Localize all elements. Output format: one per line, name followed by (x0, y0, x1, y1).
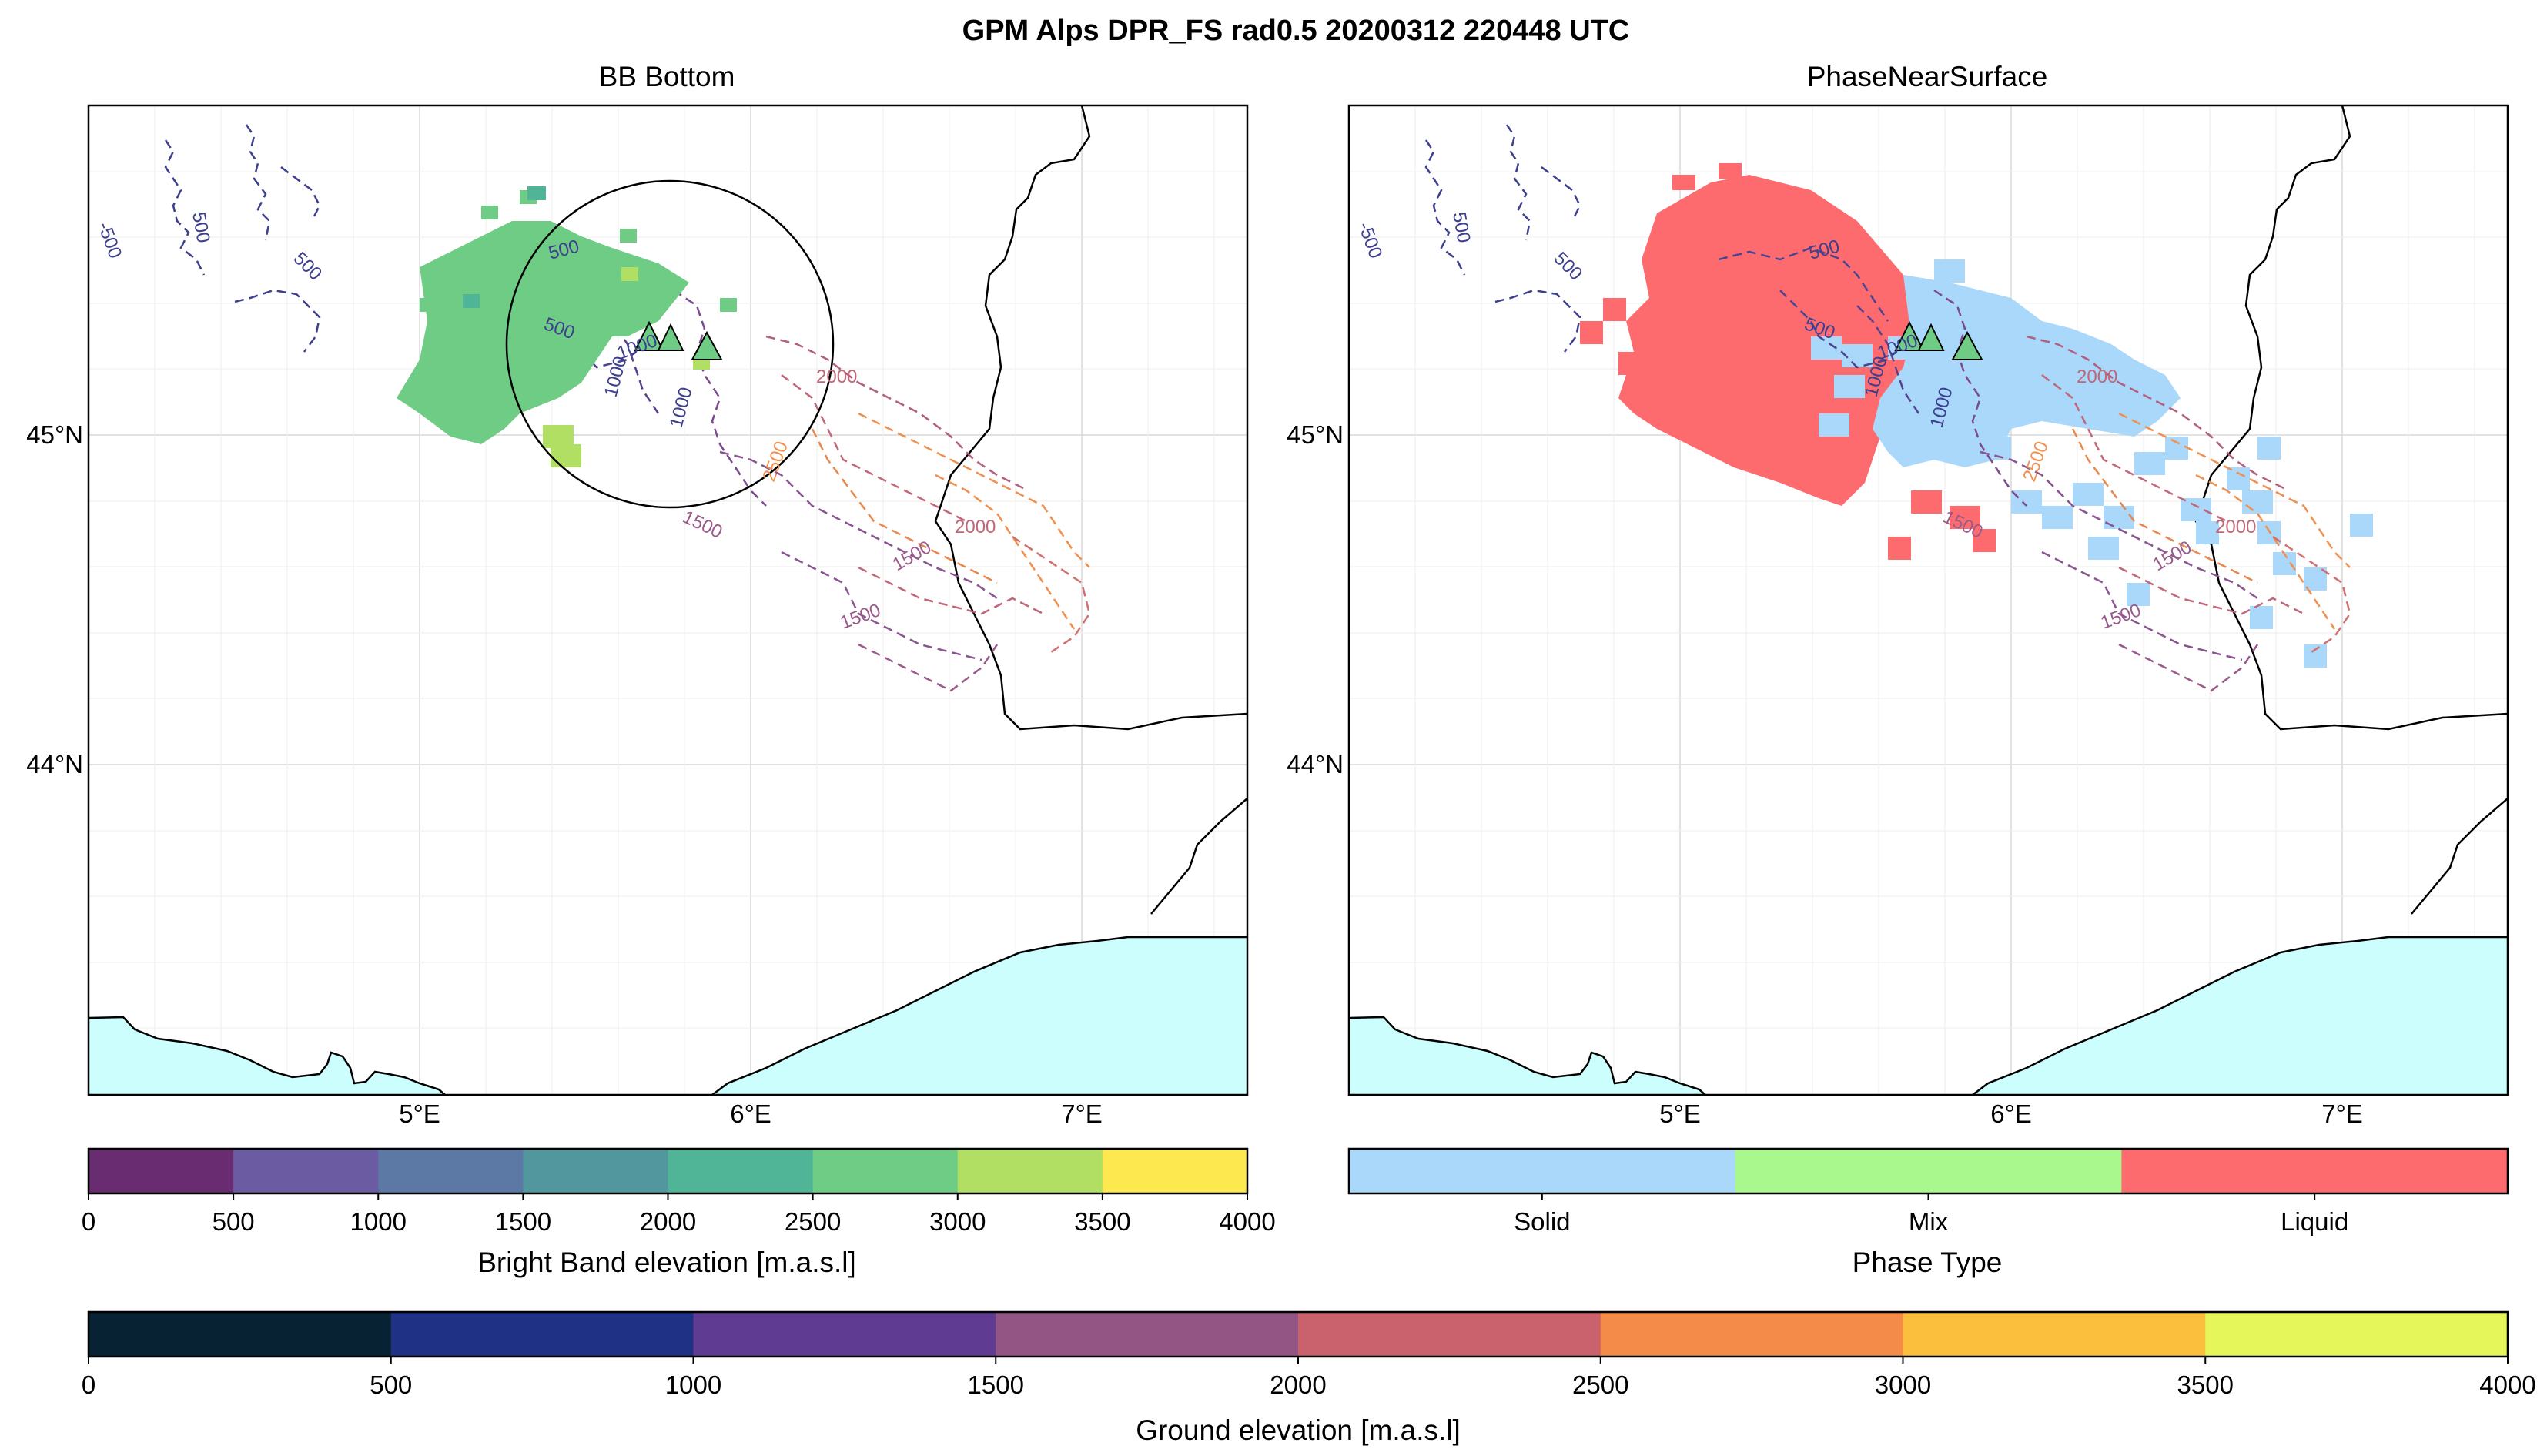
map-frame-right (1347, 104, 2509, 1096)
colorbar-bright-band-label: Bright Band elevation [m.a.s.l] (477, 1247, 856, 1278)
colorbar-tick-label: Solid (1514, 1207, 1570, 1236)
colorbar-tick-label: Mix (1909, 1207, 1949, 1236)
colorbar-swatch (1102, 1149, 1248, 1193)
colorbar-swatch (1600, 1312, 1903, 1357)
colorbar-tick-label: 1500 (495, 1207, 551, 1236)
station-marker (1951, 330, 1983, 360)
colorbar-swatch (378, 1149, 524, 1193)
panel-title-bb-bottom: BB Bottom (599, 61, 735, 92)
colorbar-swatch (1349, 1149, 1736, 1193)
colorbar-swatch (2205, 1312, 2509, 1357)
contour-label: 2000 (955, 517, 996, 537)
lat-label: 45°N (1287, 420, 1344, 449)
station-marker (634, 320, 664, 351)
radar-range-circle (505, 179, 835, 509)
colorbar-tick-label: 2500 (785, 1207, 841, 1236)
map-panel-right: 500 500 500 -500 1000 1000 1000 500 1500… (1349, 105, 2508, 1095)
colorbar-tick-label: 4000 (2479, 1371, 2535, 1399)
colorbar-swatch (2121, 1149, 2509, 1193)
colorbar-tick-label: 0 (82, 1371, 95, 1399)
colorbar-swatch (957, 1149, 1103, 1193)
colorbar-swatch (812, 1149, 959, 1193)
colorbar-swatch (233, 1149, 379, 1193)
figure-title: GPM Alps DPR_FS rad0.5 20200312 220448 U… (962, 15, 1630, 47)
lon-label: 5°E (399, 1100, 440, 1128)
lat-label: 44°N (1287, 750, 1344, 778)
colorbar-tick-label: 3000 (929, 1207, 986, 1236)
panel-title-phase-near-surface: PhaseNearSurface (1807, 61, 2048, 92)
map-frame-left (87, 104, 1249, 1096)
colorbar-tick-label: 1000 (350, 1207, 407, 1236)
colorbar-tick-label: 3500 (1074, 1207, 1130, 1236)
station-marker (691, 330, 723, 360)
phase-solid-swath (1811, 259, 2373, 668)
station-marker (1917, 323, 1945, 351)
colorbar-phase: Solid Mix Liquid (1349, 1149, 2509, 1236)
station-marker (657, 323, 684, 351)
phase-liquid-swath (1580, 163, 1996, 560)
station-marker (1894, 320, 1925, 351)
colorbar-swatch (996, 1312, 1299, 1357)
colorbar-tick-label: 0 (82, 1207, 95, 1236)
colorbar-ground: 0 500 1000 1500 2000 2500 3000 3500 4000 (82, 1312, 2536, 1399)
lon-label: 7°E (2321, 1100, 2363, 1128)
colorbar-tick-label: 3000 (1875, 1371, 1931, 1399)
lon-label: 5°E (1659, 1100, 1701, 1128)
colorbar-tick-label: 500 (213, 1207, 255, 1236)
colorbar-tick-label: 4000 (1219, 1207, 1275, 1236)
colorbar-swatch (89, 1149, 234, 1193)
colorbar-swatch (523, 1149, 668, 1193)
station-markers (634, 320, 723, 360)
bright-band-swath-high (463, 186, 710, 467)
colorbar-tick-label: 1500 (968, 1371, 1024, 1399)
map-panel-left: 500 500 500 -500 1000 1000 1000 500 1500… (89, 105, 1247, 1095)
colorbar-phase-label: Phase Type (1853, 1247, 2003, 1278)
lat-label: 44°N (26, 750, 83, 778)
station-markers (1894, 320, 1983, 360)
colorbar-swatch (1298, 1312, 1601, 1357)
colorbar-tick-label: Liquid (2281, 1207, 2348, 1236)
contour-label: 2000 (2077, 367, 2117, 387)
colorbar-swatch (668, 1149, 814, 1193)
lon-label: 7°E (1061, 1100, 1103, 1128)
colorbar-ground-label: Ground elevation [m.a.s.l] (1136, 1414, 1461, 1446)
colorbar-swatch (89, 1312, 392, 1357)
colorbar-tick-label: 2000 (640, 1207, 696, 1236)
colorbar-swatch (390, 1312, 694, 1357)
colorbar-tick-label: 1000 (665, 1371, 721, 1399)
colorbar-swatch (693, 1312, 996, 1357)
contour-label: 2000 (816, 367, 857, 387)
contour-label: 2000 (2215, 517, 2256, 537)
colorbar-tick-label: 2500 (1572, 1371, 1628, 1399)
lon-label: 6°E (730, 1100, 771, 1128)
colorbar-tick-label: 500 (370, 1371, 412, 1399)
lat-label: 45°N (26, 420, 83, 449)
colorbar-swatch (1903, 1312, 2206, 1357)
colorbar-tick-label: 2000 (1270, 1371, 1326, 1399)
colorbar-tick-label: 3500 (2177, 1371, 2234, 1399)
colorbar-swatch (1735, 1149, 2122, 1193)
colorbar-bright-band: 0 500 1000 1500 2000 2500 3000 3500 4000 (82, 1149, 1276, 1236)
lon-label: 6°E (1990, 1100, 2032, 1128)
